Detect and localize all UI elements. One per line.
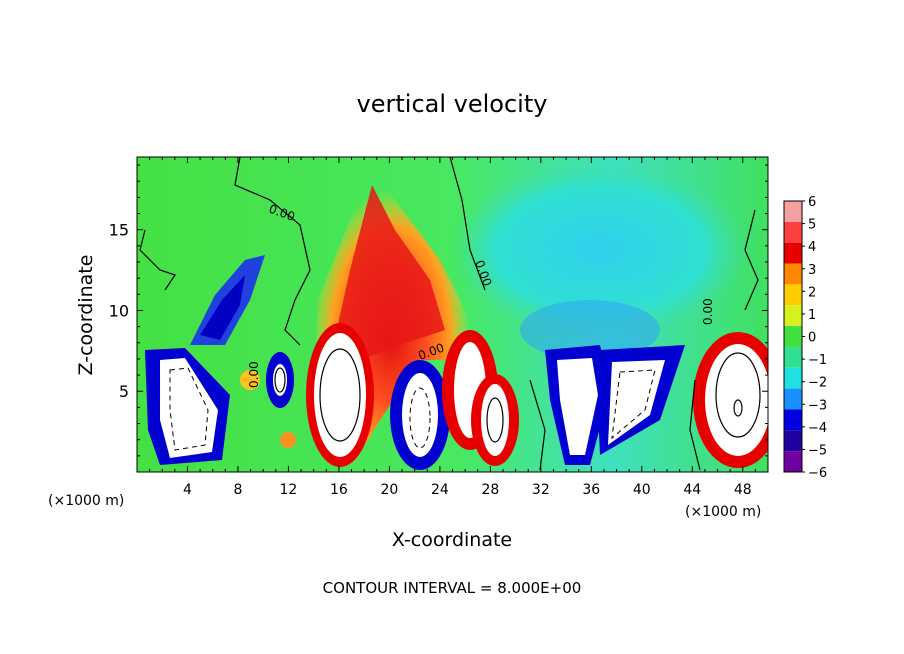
colorbar-label: −6 — [808, 466, 827, 481]
x-tick-label: 32 — [532, 482, 550, 498]
colorbar-swatch — [784, 326, 802, 347]
colorbar-swatch — [784, 221, 802, 243]
contour-lines — [139, 157, 761, 471]
contour-label: 0.00 — [247, 361, 261, 388]
colorbar-swatch — [784, 409, 802, 431]
colorbar-swatch — [784, 284, 802, 306]
x-tick-label: 40 — [633, 482, 651, 498]
colorbar-swatch — [784, 388, 802, 410]
x-tick-label: 28 — [481, 482, 499, 498]
colorbar-swatch — [784, 263, 802, 285]
y-tick-label: 5 — [119, 382, 129, 401]
y-axis-label: Z-coordinate — [75, 255, 97, 376]
x-tick-label: 24 — [431, 482, 449, 498]
colorbar-label: −2 — [808, 376, 827, 391]
colorbar-label: 2 — [808, 285, 816, 300]
x-unit-right: (×1000 m) — [685, 504, 761, 520]
colorbar: 6 5 4 3 2 1 0 −1 −2 −3 −4 −5 −6 — [783, 195, 827, 481]
colorbar-label: 5 — [808, 218, 816, 233]
colorbar-label: −1 — [808, 353, 827, 368]
colorbar-label: 4 — [808, 240, 816, 255]
x-tick-label: 8 — [233, 482, 242, 498]
colorbar-swatch — [784, 430, 802, 452]
y-tick-label: 10 — [109, 301, 129, 320]
x-tick-label: 36 — [582, 482, 600, 498]
x-tick-label: 44 — [683, 482, 701, 498]
x-tick-label: 16 — [330, 482, 348, 498]
chart-title: vertical velocity — [357, 90, 548, 118]
x-tick-label: 12 — [280, 482, 298, 498]
colorbar-swatch — [784, 201, 802, 222]
colorbar-label: −4 — [808, 421, 827, 436]
colorbar-swatch — [784, 367, 802, 389]
x-axis: 4 8 12 16 20 24 28 32 36 40 44 48 — [149, 157, 756, 498]
contour-interval-note: CONTOUR INTERVAL = 8.000E+00 — [323, 579, 582, 597]
x-tick-label: 4 — [183, 482, 192, 498]
contour-label: 0.00 — [701, 298, 715, 325]
colorbar-label: 6 — [808, 195, 816, 210]
colorbar-label: 1 — [808, 308, 816, 323]
x-tick-label: 48 — [734, 482, 752, 498]
colorbar-label: −3 — [808, 398, 827, 413]
colorbar-swatch — [784, 242, 802, 264]
x-axis-label: X-coordinate — [392, 529, 512, 551]
colorbar-swatch — [784, 305, 802, 327]
y-tick-label: 15 — [109, 221, 129, 240]
colorbar-swatch — [784, 346, 802, 368]
colorbar-label: 3 — [808, 263, 816, 278]
x-tick-label: 20 — [380, 482, 398, 498]
heatmap-field — [137, 157, 768, 472]
colorbar-label: 0 — [808, 331, 816, 346]
colorbar-label: −5 — [808, 443, 827, 458]
x-unit-left: (×1000 m) — [48, 493, 124, 509]
colorbar-swatch — [784, 451, 802, 472]
y-axis: 5 10 15 — [109, 164, 768, 457]
